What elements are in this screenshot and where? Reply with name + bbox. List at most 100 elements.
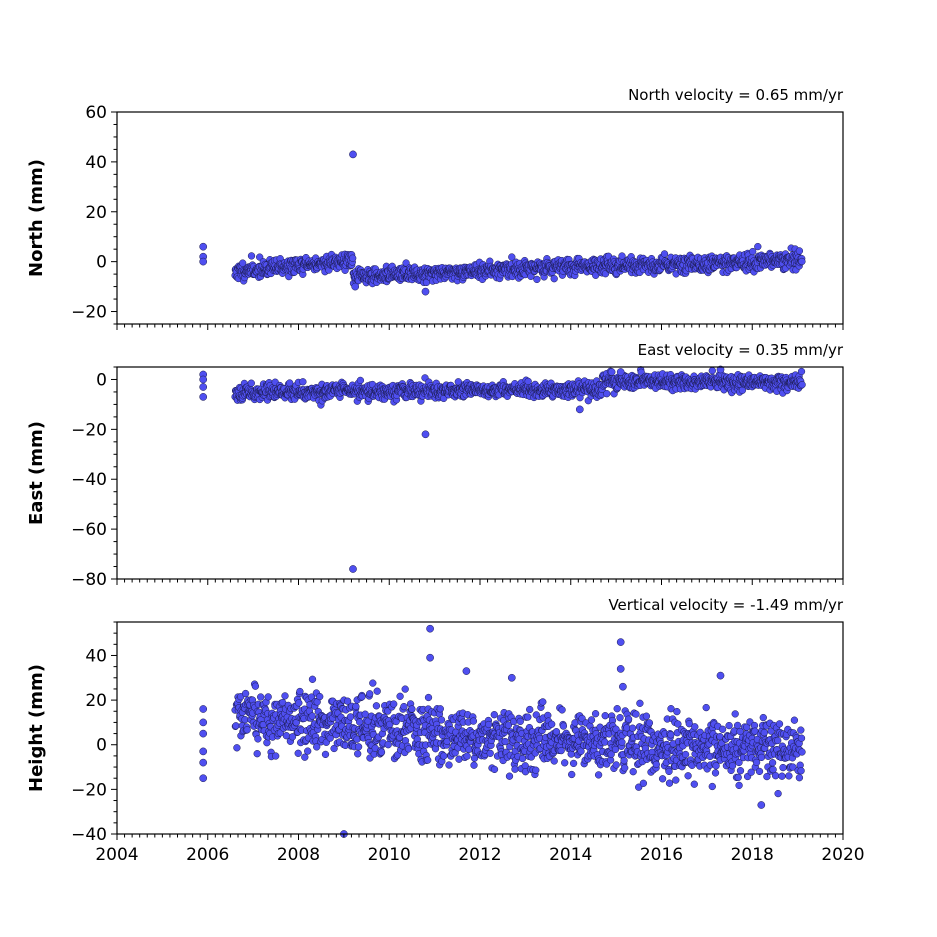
height-point [369, 679, 377, 687]
height-title: Vertical velocity = -1.49 mm/yr [608, 596, 843, 614]
north-point [795, 247, 804, 255]
height-point [629, 768, 637, 776]
east-point [607, 368, 616, 376]
height-point [795, 774, 804, 782]
north-point [239, 259, 247, 267]
height-point [567, 750, 575, 758]
north-point [798, 257, 806, 266]
height-point [718, 725, 727, 733]
height-point [642, 712, 651, 720]
height-point [790, 716, 799, 724]
north-point [247, 252, 256, 260]
height-point [691, 723, 699, 731]
height-point [785, 772, 793, 780]
height-point [511, 765, 519, 773]
height-point [257, 693, 265, 701]
height-point [601, 738, 609, 746]
height-point [652, 760, 660, 769]
height-point [636, 699, 644, 707]
height-point [712, 762, 720, 770]
height-xtick-label: 2008 [277, 845, 320, 865]
height-point [624, 715, 633, 723]
north-axes-frame [116, 111, 844, 325]
east-point [797, 367, 806, 376]
height-point [760, 728, 768, 737]
height-xtick-label: 2010 [368, 845, 411, 865]
height-point [731, 710, 739, 718]
height-point [667, 731, 675, 739]
east-panel: −80 −60 −40 −20 0 East (mm) East velocity = 0.… [26, 341, 844, 590]
east-point [349, 565, 357, 573]
height-point [518, 754, 527, 763]
height-point [616, 638, 625, 646]
height-ylabel: Height (mm) [26, 664, 47, 792]
height-point [354, 750, 362, 758]
height-point [281, 692, 289, 700]
height-point [569, 759, 578, 768]
height-point [301, 753, 309, 761]
height-point [559, 722, 568, 730]
height-point [316, 692, 324, 701]
east-point [603, 390, 611, 398]
east-point [199, 383, 208, 391]
north-point [402, 259, 410, 267]
north-ytick-label: 40 [85, 153, 107, 173]
height-point [620, 756, 628, 765]
height-point [251, 682, 260, 690]
height-point [568, 770, 576, 779]
height-ytick-label: 40 [85, 646, 107, 666]
height-point [735, 781, 743, 790]
height-point [436, 705, 444, 713]
height-xtick-label: 2018 [731, 845, 774, 865]
east-points [199, 365, 806, 573]
height-point [321, 750, 330, 759]
height-point [233, 744, 241, 752]
height-point [485, 720, 493, 729]
east-point [199, 393, 208, 401]
height-point [486, 749, 494, 757]
height-point [736, 767, 745, 775]
height-point [264, 693, 272, 701]
height-point [711, 769, 720, 777]
east-point [708, 367, 716, 375]
height-point [708, 782, 716, 791]
height-point [702, 703, 710, 712]
height-point [658, 775, 667, 783]
east-point [575, 405, 584, 414]
height-point [304, 747, 312, 755]
north-point [533, 275, 541, 284]
height-point [716, 671, 725, 680]
east-point [299, 378, 307, 386]
height-point [358, 693, 366, 701]
height-point [539, 698, 547, 706]
height-point [308, 712, 316, 720]
height-point [404, 745, 413, 753]
height-point [372, 702, 381, 710]
height-point [400, 702, 408, 711]
height-point [797, 734, 806, 742]
east-point [199, 375, 208, 384]
height-point [571, 719, 579, 727]
height-point [778, 772, 786, 780]
height-point [445, 761, 453, 769]
height-point [684, 772, 692, 780]
height-point [594, 771, 603, 779]
height-point [798, 748, 806, 756]
north-point [349, 254, 357, 262]
height-point [254, 735, 262, 743]
height-point [272, 752, 280, 760]
height-point [621, 764, 629, 772]
north-points [199, 150, 806, 296]
height-point [768, 759, 777, 767]
height-point [645, 719, 654, 727]
east-point [738, 386, 747, 394]
height-point [199, 747, 208, 756]
height-point [797, 726, 805, 734]
height-point [390, 700, 398, 708]
height-point [199, 729, 208, 738]
height-point [628, 724, 637, 732]
north-point [199, 242, 208, 251]
height-point [632, 710, 640, 718]
east-axes-frame [116, 366, 844, 580]
height-point [241, 689, 250, 698]
